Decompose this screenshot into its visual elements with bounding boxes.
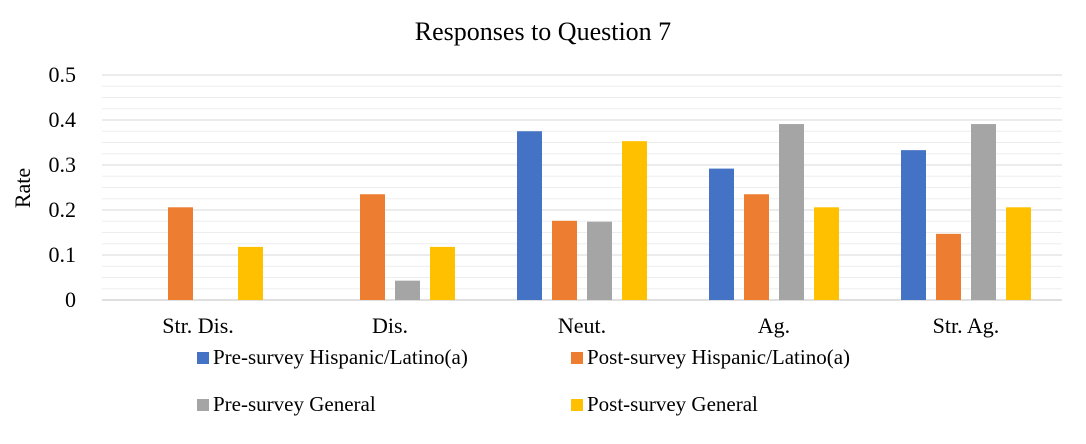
legend-label: Post-survey Hispanic/Latino(a) bbox=[587, 345, 851, 369]
bar bbox=[552, 220, 577, 300]
bar bbox=[779, 124, 804, 300]
bar bbox=[1006, 207, 1031, 300]
x-tick-label: Dis. bbox=[372, 313, 408, 338]
bar bbox=[709, 168, 734, 300]
bar bbox=[238, 246, 263, 300]
x-tick-label: Ag. bbox=[758, 313, 790, 338]
bar bbox=[517, 131, 542, 300]
x-tick-label: Neut. bbox=[558, 313, 606, 338]
y-tick-label: 0.4 bbox=[49, 107, 77, 132]
x-axis-ticks: Str. Dis. Dis. Neut. Ag. Str. Ag. bbox=[162, 313, 999, 338]
y-tick-label: 0 bbox=[65, 287, 76, 312]
bar bbox=[814, 207, 839, 300]
legend-label: Pre-survey General bbox=[213, 392, 376, 416]
legend-swatch bbox=[571, 351, 583, 364]
legend-swatch bbox=[571, 398, 583, 411]
x-tick-label: Str. Ag. bbox=[933, 313, 1000, 338]
y-tick-label: 0.3 bbox=[49, 152, 77, 177]
bar bbox=[395, 280, 420, 300]
bar bbox=[622, 141, 647, 300]
bar bbox=[936, 233, 961, 300]
legend-item-pre-general: Pre-survey General bbox=[197, 392, 376, 417]
bar bbox=[744, 194, 769, 300]
legend-swatch bbox=[197, 398, 209, 411]
legend-item-pre-hispanic: Pre-survey Hispanic/Latino(a) bbox=[197, 345, 468, 370]
legend-item-post-hispanic: Post-survey Hispanic/Latino(a) bbox=[571, 345, 850, 370]
legend-swatch bbox=[197, 351, 209, 364]
x-tick-label: Str. Dis. bbox=[162, 313, 234, 338]
bar bbox=[360, 194, 385, 300]
bar bbox=[430, 246, 455, 300]
legend-label: Pre-survey Hispanic/Latino(a) bbox=[213, 345, 468, 369]
y-tick-label: 0.2 bbox=[49, 197, 77, 222]
bars bbox=[168, 124, 1031, 300]
y-axis-label: Rate bbox=[10, 168, 35, 208]
bar bbox=[901, 150, 926, 300]
legend-item-post-general: Post-survey General bbox=[571, 392, 758, 417]
bar bbox=[587, 221, 612, 300]
y-tick-label: 0.1 bbox=[49, 242, 77, 267]
y-axis-ticks: 0 0.1 0.2 0.3 0.4 0.5 bbox=[49, 62, 77, 312]
bar bbox=[971, 124, 996, 300]
chart-title: Responses to Question 7 bbox=[415, 17, 671, 46]
y-tick-label: 0.5 bbox=[49, 62, 77, 87]
bar bbox=[168, 207, 193, 300]
legend-label: Post-survey General bbox=[587, 392, 758, 416]
